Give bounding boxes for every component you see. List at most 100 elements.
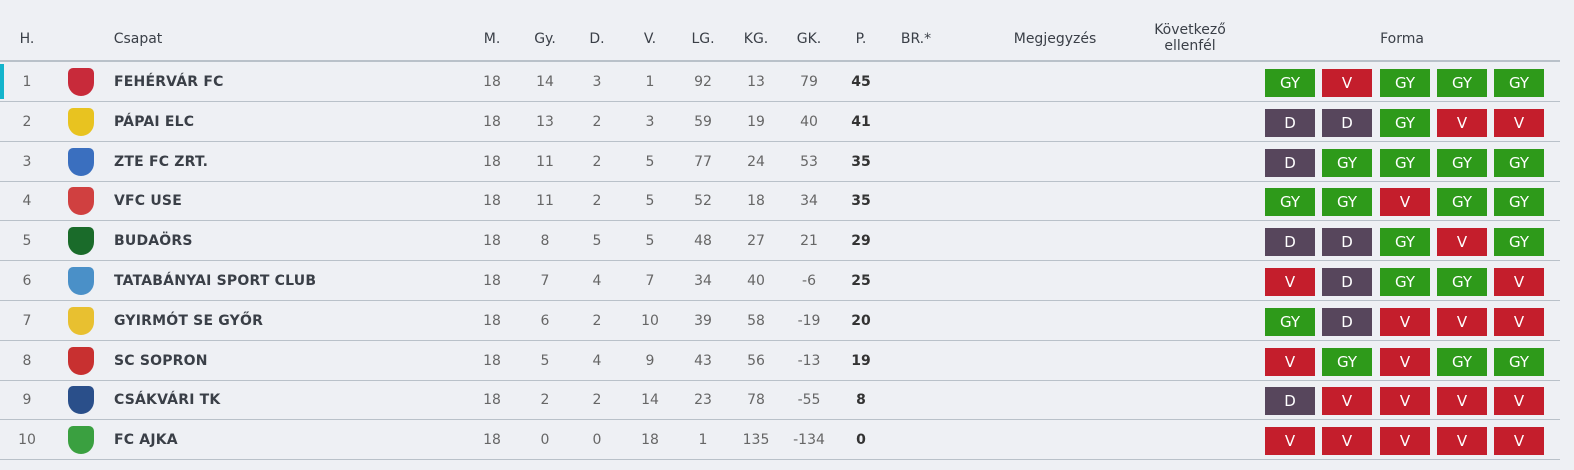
- header-losses[interactable]: V.: [643, 31, 657, 47]
- form-badge[interactable]: GY: [1265, 69, 1315, 97]
- form-badge[interactable]: GY: [1380, 108, 1430, 137]
- table-row[interactable]: 6 TATABÁNYAI SPORT CLUB 18 7 4 7 34 40 -6 25 V D GY G…: [0, 261, 1560, 301]
- team-name[interactable]: FC AJKA: [114, 432, 178, 449]
- form-badge[interactable]: V: [1437, 228, 1487, 257]
- form-badge[interactable]: V: [1322, 69, 1372, 97]
- table-row[interactable]: 3 ZTE FC ZRT. 18 11 2 5 77 24 53 35 D GY GY GY GY: [0, 142, 1560, 182]
- form-badge[interactable]: GY: [1437, 188, 1487, 217]
- form-badge[interactable]: V: [1265, 427, 1315, 456]
- form-badge[interactable]: V: [1380, 307, 1430, 336]
- header-position[interactable]: H.: [19, 31, 35, 47]
- form-badge[interactable]: V: [1437, 307, 1487, 336]
- team-name[interactable]: ZTE FC ZRT.: [114, 153, 209, 170]
- header-draws[interactable]: D.: [589, 31, 605, 47]
- form-badge[interactable]: GY: [1437, 148, 1487, 177]
- form-badge[interactable]: GY: [1380, 69, 1430, 97]
- header-form: Forma: [1380, 31, 1424, 47]
- form-badge[interactable]: V: [1380, 347, 1430, 376]
- form-badge[interactable]: V: [1437, 108, 1487, 137]
- team-logo-icon[interactable]: [68, 187, 94, 216]
- team-name[interactable]: TATABÁNYAI SPORT CLUB: [114, 273, 317, 289]
- goal-diff: -55: [797, 392, 821, 409]
- form-badge[interactable]: D: [1322, 307, 1372, 336]
- form-badge[interactable]: GY: [1322, 188, 1372, 217]
- team-logo-icon[interactable]: [68, 306, 94, 335]
- team-name[interactable]: GYIRMÓT SE GYŐR: [114, 312, 264, 329]
- table-row[interactable]: 2 PÁPAI ELC 18 13 2 3 59 19 40 41 D D GY V V: [0, 102, 1560, 142]
- table-row[interactable]: 10 FC AJKA 18 0 0 18 1 135 -134 0 V V V V V: [0, 420, 1560, 461]
- header-goals-for[interactable]: LG.: [691, 31, 715, 47]
- form-badge[interactable]: GY: [1494, 148, 1544, 177]
- form-badge[interactable]: GY: [1494, 69, 1544, 97]
- table-row[interactable]: 1 FEHÉRVÁR FC 18 14 3 1 92 13 79 45 GY V GY GY GY: [0, 62, 1560, 102]
- form-badge[interactable]: V: [1265, 347, 1315, 376]
- draws: 4: [592, 352, 602, 369]
- form-badge[interactable]: GY: [1265, 188, 1315, 217]
- form-badge[interactable]: V: [1380, 188, 1430, 217]
- form-badge[interactable]: GY: [1437, 347, 1487, 376]
- team-logo-icon[interactable]: [68, 107, 94, 136]
- form-badge[interactable]: D: [1322, 268, 1372, 296]
- form-badge[interactable]: V: [1322, 387, 1372, 416]
- team-name[interactable]: FEHÉRVÁR FC: [114, 74, 224, 90]
- team-name[interactable]: PÁPAI ELC: [114, 113, 195, 130]
- form-badge[interactable]: D: [1322, 228, 1372, 257]
- form-badge[interactable]: V: [1494, 307, 1544, 336]
- team-name[interactable]: VFC USE: [114, 193, 182, 210]
- form-badge[interactable]: GY: [1322, 347, 1372, 376]
- form-badge[interactable]: GY: [1494, 347, 1544, 376]
- form-badge[interactable]: V: [1494, 387, 1544, 416]
- header-points[interactable]: P.: [855, 31, 867, 47]
- table-row[interactable]: 8 SC SOPRON 18 5 4 9 43 56 -13 19 V GY V GY GY: [0, 341, 1560, 381]
- matches: 18: [483, 233, 501, 250]
- team-logo-icon[interactable]: [68, 227, 94, 256]
- team-logo-icon[interactable]: [68, 426, 94, 455]
- goal-diff: 21: [800, 233, 818, 250]
- form-badge[interactable]: V: [1322, 427, 1372, 456]
- form-badge[interactable]: GY: [1437, 69, 1487, 97]
- form-badge[interactable]: D: [1265, 228, 1315, 257]
- form-badge[interactable]: V: [1494, 427, 1544, 456]
- header-goals-against[interactable]: KG.: [743, 31, 769, 47]
- goals-against: 18: [747, 193, 765, 210]
- header-matches[interactable]: M.: [483, 31, 501, 47]
- header-wins[interactable]: Gy.: [534, 31, 556, 47]
- form-badge[interactable]: V: [1494, 108, 1544, 137]
- form-badge[interactable]: V: [1437, 387, 1487, 416]
- form-badge[interactable]: GY: [1380, 268, 1430, 296]
- form-badge[interactable]: V: [1380, 427, 1430, 456]
- team-logo-icon[interactable]: [68, 68, 94, 96]
- table-row[interactable]: 5 BUDAÖRS 18 8 5 5 48 27 21 29 D D GY V GY: [0, 221, 1560, 262]
- goals-for: 48: [694, 233, 712, 250]
- wins: 7: [540, 273, 550, 289]
- form-badge[interactable]: GY: [1494, 188, 1544, 217]
- header-team[interactable]: Csapat: [113, 31, 163, 47]
- form-badge[interactable]: V: [1437, 427, 1487, 456]
- form-badge[interactable]: GY: [1437, 268, 1487, 296]
- form-badge[interactable]: D: [1265, 148, 1315, 177]
- team-name[interactable]: CSÁKVÁRI TK: [114, 392, 221, 409]
- losses: 5: [645, 193, 655, 210]
- team-logo-icon[interactable]: [68, 346, 94, 375]
- table-row[interactable]: 7 GYIRMÓT SE GYŐR 18 6 2 10 39 58 -19 20 GY D V V V: [0, 301, 1560, 341]
- form-badge[interactable]: V: [1265, 268, 1315, 296]
- form-badge[interactable]: GY: [1322, 148, 1372, 177]
- team-name[interactable]: SC SOPRON: [114, 352, 208, 369]
- form-badge[interactable]: GY: [1380, 228, 1430, 257]
- team-name[interactable]: BUDAÖRS: [114, 233, 193, 250]
- form-badge[interactable]: V: [1380, 387, 1430, 416]
- form-badge[interactable]: GY: [1380, 148, 1430, 177]
- header-goal-diff[interactable]: GK.: [796, 31, 822, 47]
- draws: 2: [592, 392, 602, 409]
- team-logo-icon[interactable]: [68, 267, 94, 295]
- table-row[interactable]: 9 CSÁKVÁRI TK 18 2 2 14 23 78 -55 8 D V V V V: [0, 380, 1560, 421]
- team-logo-icon[interactable]: [68, 147, 94, 176]
- table-row[interactable]: 4 VFC USE 18 11 2 5 52 18 34 35 GY GY V GY GY: [0, 181, 1560, 222]
- form-badge[interactable]: D: [1322, 108, 1372, 137]
- form-badge[interactable]: GY: [1494, 228, 1544, 257]
- form-badge[interactable]: D: [1265, 108, 1315, 137]
- form-badge[interactable]: D: [1265, 387, 1315, 416]
- team-logo-icon[interactable]: [68, 386, 94, 415]
- form-badge[interactable]: V: [1494, 268, 1544, 296]
- form-badge[interactable]: GY: [1265, 307, 1315, 336]
